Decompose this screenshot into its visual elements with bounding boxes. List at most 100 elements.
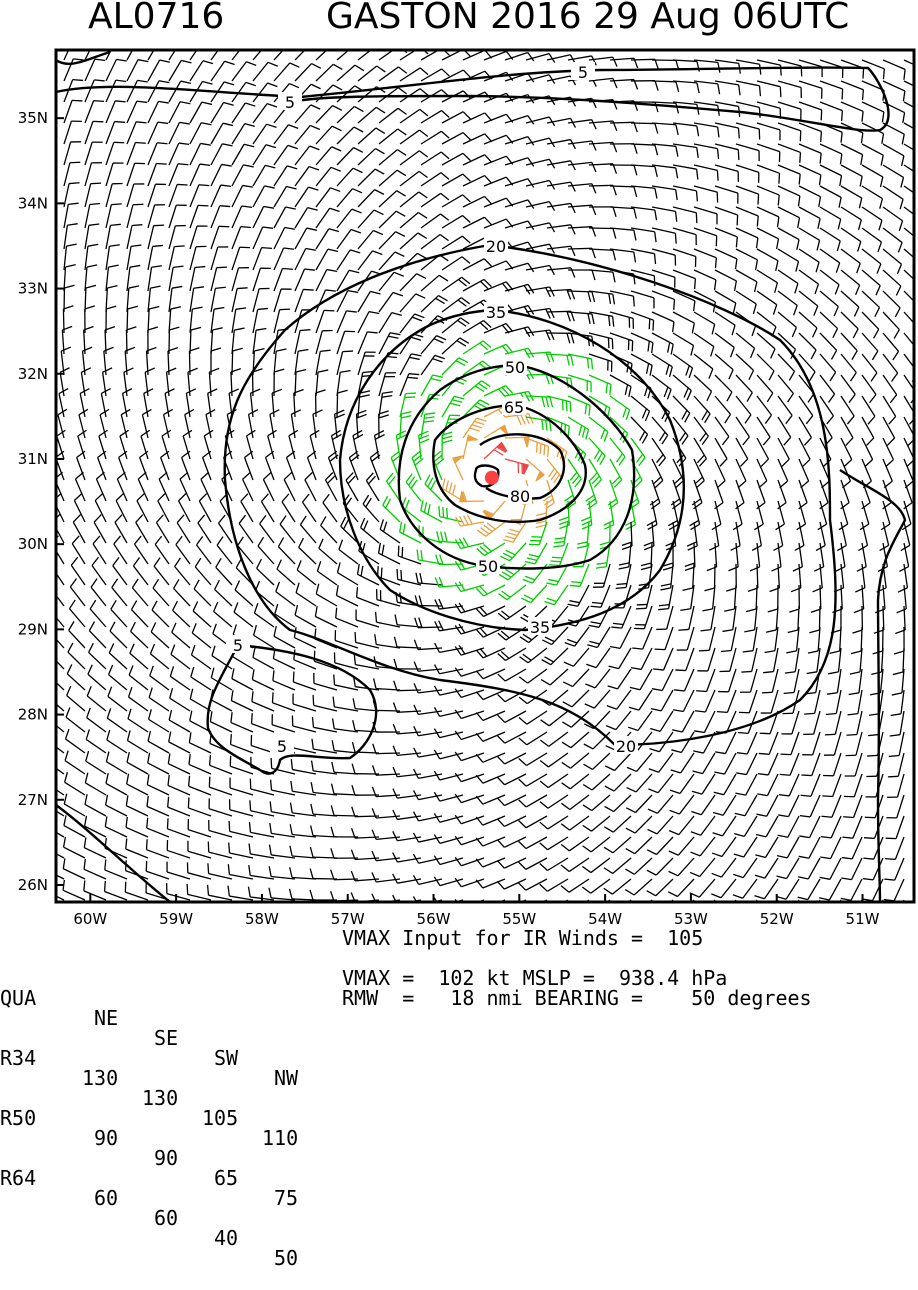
y-tick-label: 33N [18,280,48,298]
wind-barb [126,839,148,858]
wind-barb [146,861,169,879]
wind-barb [904,165,918,188]
r50-sw: 65 [214,1168,238,1188]
wind-barb [252,669,274,690]
wind-barb [904,249,918,274]
wind-barb [694,375,712,401]
wind-barb [647,837,673,854]
y-tick-label: 31N [18,450,48,468]
wind-barb [337,291,358,312]
wind-barb [400,294,425,312]
wind-barb [735,795,757,816]
wind-barb [862,81,884,101]
contour-label: 65 [504,398,524,417]
wind-barb [442,396,464,417]
wind-barb [754,879,778,899]
wind-barb [626,837,652,854]
wind-barb [736,228,758,248]
wind-barb [174,579,190,606]
wind-barb [337,311,357,333]
wind-barb [778,81,801,98]
wind-barb [799,228,820,250]
wind-barb [126,817,148,837]
wind-barb [862,144,883,165]
wind-barb [435,621,463,631]
wind-barb [105,881,127,900]
wind-barb [253,186,275,207]
wind-barb [801,774,820,796]
wind-barb [299,538,316,564]
isotach-contour [56,805,170,902]
wind-barb [274,125,298,144]
wind-barb [589,438,605,465]
wind-barb [214,602,232,627]
wind-barb [733,879,757,898]
wind-barb [84,859,106,879]
wind-barb [460,492,484,502]
wind-barb [67,686,85,711]
wind-barb [295,125,320,144]
wind-barb [630,669,652,690]
wind-barb [64,121,82,144]
wind-barb [45,729,64,753]
wind-barb [357,587,379,606]
wind-barb [585,669,610,688]
wind-barb [505,52,534,61]
wind-barb [563,669,589,687]
wind-barb [862,165,883,187]
wind-barb [295,269,315,291]
wind-barb [904,186,918,210]
wind-barb [820,228,840,251]
wind-barb [757,123,780,140]
wind-barb [778,123,801,141]
wind-barb [883,186,903,209]
wind-barb [904,102,918,123]
r50-se: 90 [154,1148,178,1168]
wind-barb [757,375,773,402]
wind-barb [85,80,105,102]
wind-barb [231,690,253,711]
wind-barb [190,164,210,186]
wind-barb [610,396,630,420]
r34-se: 130 [142,1088,178,1108]
wind-barb [505,437,529,447]
wind-barb [148,81,169,102]
wind-barb [694,312,715,334]
wind-barb [152,601,169,627]
wind-barb [647,879,673,896]
wind-barb [66,729,85,753]
wind-barb [316,64,342,81]
wind-barb [85,773,106,795]
wind-barb [673,312,694,333]
wind-barb [862,102,884,122]
wind-barb [437,531,463,543]
wind-barb [694,333,714,356]
wind-barb [274,269,293,291]
wind-barb [275,604,295,627]
wind-barb [337,189,362,207]
wind-barb [400,412,412,438]
wind-barb [169,81,191,102]
wind-barb [415,595,442,606]
wind-barb [778,795,799,817]
wind-barb [127,143,146,165]
wind-barb [820,60,843,78]
wind-barb [629,690,652,710]
wind-barb [761,690,778,713]
wind-barb [295,605,316,627]
wind-barb [655,627,673,650]
wind-barb [736,333,755,358]
wind-barb [841,228,861,251]
wind-barb [568,184,596,194]
wind-barb [648,795,673,813]
wind-barb [66,708,85,732]
wind-barb [651,690,673,711]
wind-barb [189,776,211,795]
wind-barb [421,375,443,396]
wind-barb [235,581,253,606]
wind-barb [862,60,884,79]
wind-barb [146,839,169,858]
wind-barb [604,816,631,832]
wind-barb [733,858,757,878]
wind-barb [379,170,406,186]
